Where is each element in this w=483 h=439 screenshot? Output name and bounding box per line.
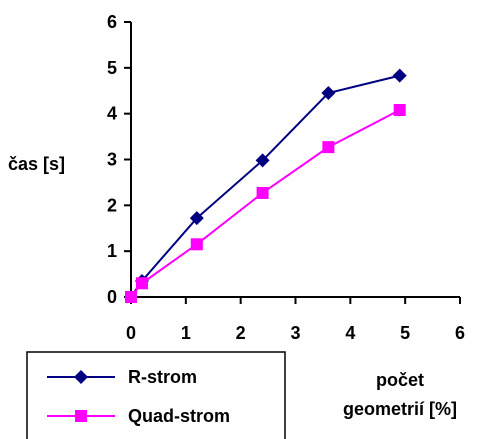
data-point xyxy=(392,68,407,83)
x-tick-label: 0 xyxy=(126,323,136,343)
y-tick-label: 6 xyxy=(107,12,117,32)
y-tick-label: 0 xyxy=(107,287,117,307)
series-quad-strom xyxy=(125,104,406,303)
x-axis-title-line-1: počet xyxy=(376,370,424,390)
y-axis-title: čas [s] xyxy=(8,154,65,174)
series-line xyxy=(130,109,401,298)
legend-marker xyxy=(74,370,88,384)
series-line xyxy=(130,74,400,298)
legend-marker xyxy=(75,410,87,422)
series-r-strom xyxy=(124,68,407,304)
x-tick-label: 2 xyxy=(236,323,246,343)
x-axis-title-line-2: geometrií [%] xyxy=(343,399,457,419)
x-tick-label: 4 xyxy=(345,323,355,343)
legend-label: Quad-strom xyxy=(128,406,230,426)
series-layer xyxy=(124,68,407,304)
data-point xyxy=(189,211,204,226)
y-tick-label: 3 xyxy=(107,150,117,170)
y-tick-label: 2 xyxy=(107,195,117,215)
x-tick-label: 5 xyxy=(400,323,410,343)
y-ticks: 0 1 2 3 4 5 6 xyxy=(107,12,131,307)
data-point xyxy=(393,104,406,116)
x-tick-label: 3 xyxy=(290,323,300,343)
data-point xyxy=(256,186,269,199)
y-tick-label: 5 xyxy=(107,58,117,78)
data-point xyxy=(322,141,335,154)
legend-box xyxy=(26,351,286,439)
x-tick-label: 1 xyxy=(181,323,191,343)
y-tick-label: 1 xyxy=(107,241,117,261)
data-point xyxy=(255,153,270,168)
data-point xyxy=(125,291,137,303)
data-point xyxy=(190,238,203,251)
legend: R-strom Quad-strom xyxy=(26,351,286,439)
data-point xyxy=(135,277,148,290)
legend-label: R-strom xyxy=(128,367,197,387)
x-tick-label: 6 xyxy=(455,323,465,343)
data-point xyxy=(321,86,336,101)
y-tick-label: 4 xyxy=(107,104,117,124)
x-ticks: 0 1 2 3 4 5 6 xyxy=(126,297,465,343)
